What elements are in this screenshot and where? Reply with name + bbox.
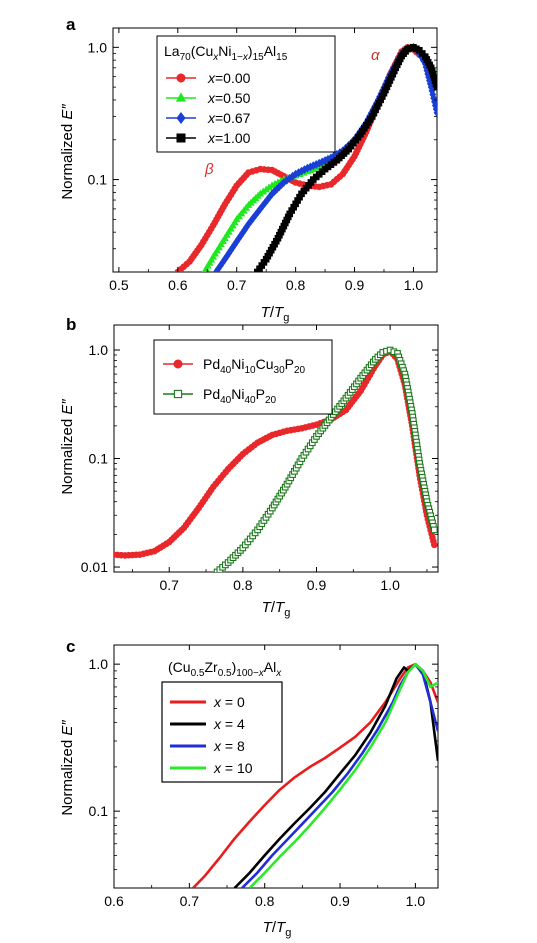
x-tick-label: 1.0 bbox=[406, 893, 426, 909]
x-axis-label: T/Tg bbox=[262, 599, 291, 619]
alpha-annotation: α bbox=[371, 47, 380, 64]
series-x-10 bbox=[248, 662, 438, 888]
panel-label: a bbox=[66, 15, 76, 34]
legend-item: x=1.00 bbox=[166, 130, 251, 146]
legend-item: Pd40Ni10Cu30P20 bbox=[163, 356, 306, 376]
legend-label: x=0.67 bbox=[207, 110, 251, 126]
panel-b: b 0.7 0.8 0.9 1.0 0.01 0.1 1.0 Normalized E″ T… bbox=[59, 315, 439, 619]
data-point bbox=[431, 541, 438, 549]
legend-label: x = 0 bbox=[213, 694, 245, 710]
x-tick-label: 1.0 bbox=[380, 577, 400, 593]
y-tick-label: 1.0 bbox=[88, 39, 108, 55]
x-tick-label: 0.7 bbox=[227, 277, 247, 293]
legend-item: x = 10 bbox=[170, 760, 253, 776]
panel-c: c 0.6 0.7 0.8 0.9 1.0 0.1 1.0 Normalized E″ T/… bbox=[59, 637, 439, 939]
data-point bbox=[430, 526, 438, 534]
x-tick-label: 0.8 bbox=[255, 893, 275, 909]
x-tick-label: 0.8 bbox=[286, 277, 306, 293]
x-tick-label: 1.0 bbox=[404, 277, 424, 293]
legend-item: x=0.67 bbox=[166, 110, 251, 126]
x-tick-label: 0.8 bbox=[233, 577, 253, 593]
x-tick-label: 0.9 bbox=[330, 893, 350, 909]
y-axis-label: Normalized E″ bbox=[59, 720, 76, 816]
legend-item: Pd40Ni40P20 bbox=[163, 386, 277, 406]
x-tick-label: 0.6 bbox=[168, 277, 188, 293]
legend-label: x = 8 bbox=[213, 738, 245, 754]
legend-marker bbox=[173, 359, 183, 369]
series-line bbox=[248, 662, 438, 888]
legend-item: x = 0 bbox=[170, 694, 245, 710]
legend-item: x=0.00 bbox=[166, 70, 251, 86]
x-axis-label: T/Tg bbox=[263, 919, 292, 939]
legend-item: x = 4 bbox=[170, 716, 245, 732]
y-tick-label: 0.1 bbox=[89, 451, 109, 467]
panel-a: a 0.5 0.6 0.7 0.8 0.9 1.0 0.1 1.0 Normalized E″… bbox=[59, 15, 438, 324]
legend-box bbox=[153, 339, 333, 415]
legend-marker bbox=[176, 133, 186, 143]
series-pd40ni40p20 bbox=[213, 346, 438, 572]
y-tick-label: 0.1 bbox=[88, 172, 108, 188]
legend-label: x=0.00 bbox=[207, 70, 251, 86]
y-axis-label: Normalized E″ bbox=[59, 399, 76, 495]
x-axis-label: T/Tg bbox=[261, 304, 290, 324]
legend-item: x = 8 bbox=[170, 738, 245, 754]
legend-box bbox=[156, 35, 336, 153]
data-point bbox=[433, 108, 437, 118]
beta-annotation: β bbox=[204, 161, 214, 178]
legend-marker bbox=[173, 389, 183, 399]
legend-label: x=1.00 bbox=[207, 130, 251, 146]
panel-label: c bbox=[66, 637, 75, 656]
y-tick-label: 1.0 bbox=[89, 342, 109, 358]
y-tick-label: 1.0 bbox=[89, 656, 109, 672]
legend-marker bbox=[176, 73, 186, 83]
legend-label: Pd40Ni40P20 bbox=[203, 386, 277, 406]
x-tick-label: 0.6 bbox=[104, 893, 124, 909]
plot-frame bbox=[113, 324, 439, 573]
legend-item: x=0.50 bbox=[166, 90, 251, 106]
legend-marker bbox=[175, 92, 187, 102]
legend-marker bbox=[176, 112, 186, 124]
x-tick-label: 0.5 bbox=[109, 277, 129, 293]
series-x-1-00 bbox=[254, 44, 437, 272]
panel-label: b bbox=[66, 315, 76, 334]
legend-label: Pd40Ni10Cu30P20 bbox=[203, 356, 306, 376]
legend-label: x = 10 bbox=[213, 760, 253, 776]
x-tick-label: 0.9 bbox=[345, 277, 365, 293]
y-tick-label: 0.1 bbox=[89, 803, 109, 819]
y-axis-label: Normalized E″ bbox=[59, 104, 76, 200]
x-tick-label: 0.7 bbox=[180, 893, 200, 909]
legend-label: x=0.50 bbox=[207, 90, 251, 106]
y-tick-label: 0.01 bbox=[81, 559, 108, 575]
legend-box bbox=[161, 681, 283, 783]
x-tick-label: 0.7 bbox=[159, 577, 179, 593]
x-tick-label: 0.9 bbox=[307, 577, 327, 593]
plot-frame bbox=[112, 27, 438, 273]
legend-label: x = 4 bbox=[213, 716, 245, 732]
